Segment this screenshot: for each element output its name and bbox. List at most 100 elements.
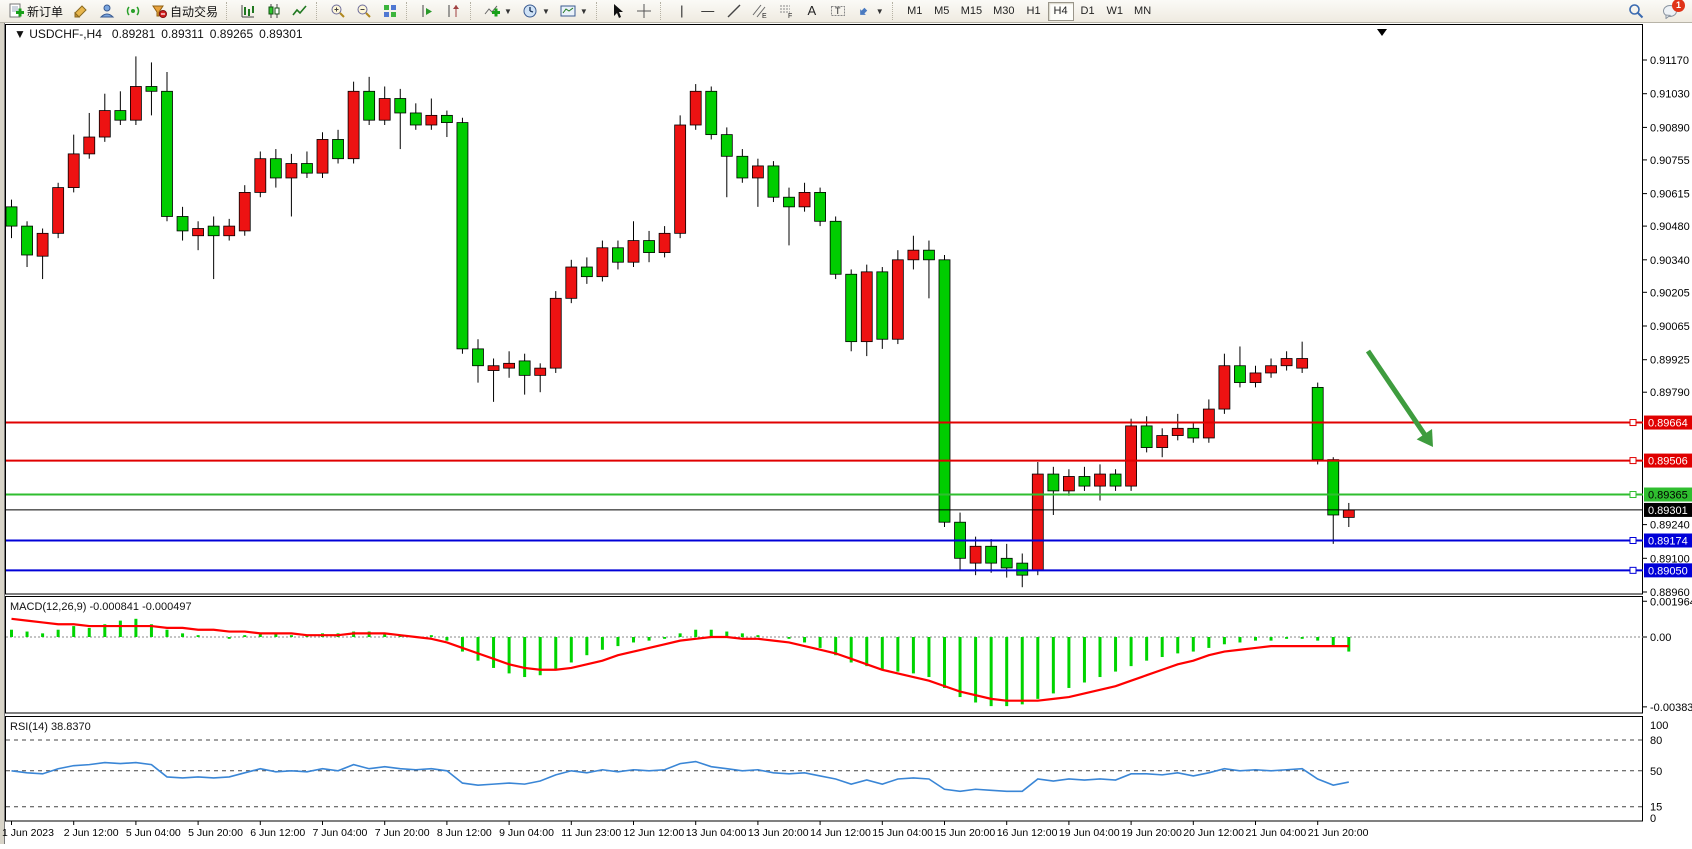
trend-arrow[interactable] (1365, 349, 1430, 440)
candlestick[interactable] (21, 225, 33, 256)
candlestick[interactable] (938, 259, 951, 523)
candlestick[interactable] (891, 259, 904, 340)
candlestick[interactable] (720, 134, 733, 157)
candlestick[interactable] (705, 90, 718, 136)
candlestick[interactable] (129, 86, 142, 121)
candlestick[interactable] (409, 112, 422, 126)
auto-trading-button[interactable]: 自动交易 (147, 0, 222, 22)
candlestick[interactable] (394, 98, 407, 114)
candlestick[interactable] (456, 122, 469, 350)
candlestick[interactable] (1000, 557, 1013, 569)
candlestick[interactable] (1047, 473, 1060, 492)
candlestick[interactable] (1140, 425, 1153, 448)
candlestick[interactable] (612, 247, 624, 263)
candlestick[interactable] (1063, 476, 1075, 492)
template-button[interactable]: ▼ (556, 0, 592, 22)
candlestick[interactable] (752, 165, 764, 179)
candlestick[interactable] (114, 110, 127, 121)
trend-arrow-head[interactable] (1416, 429, 1433, 447)
candlestick[interactable] (363, 90, 376, 121)
candlestick[interactable] (269, 158, 282, 179)
arrows-button[interactable]: ▼ (852, 0, 888, 22)
candlestick[interactable] (1094, 473, 1106, 487)
line-handle[interactable] (1629, 457, 1637, 465)
candlestick[interactable] (798, 192, 811, 208)
timeframe-M15[interactable]: M15 (956, 2, 987, 21)
candlestick[interactable] (176, 216, 189, 232)
candlestick[interactable] (1296, 358, 1309, 369)
candlestick[interactable] (67, 153, 80, 188)
candlestick[interactable] (923, 249, 935, 261)
candlestick[interactable] (1265, 365, 1277, 374)
candlestick[interactable] (596, 247, 609, 278)
candlestick[interactable] (860, 271, 873, 343)
new-order-button[interactable]: 新订单 (4, 0, 67, 22)
candlestick[interactable] (876, 271, 889, 340)
timeframe-M1[interactable]: M1 (902, 2, 928, 21)
line-chart-button[interactable] (288, 0, 312, 22)
candlestick[interactable] (689, 90, 702, 126)
candlestick[interactable] (332, 139, 344, 160)
candlestick[interactable] (301, 163, 313, 174)
timeframe-D1[interactable]: D1 (1075, 2, 1101, 21)
search-button[interactable] (1624, 0, 1648, 22)
candlestick[interactable] (378, 98, 391, 121)
candlestick[interactable] (1280, 358, 1293, 367)
candlestick[interactable] (658, 232, 671, 253)
channel-button[interactable]: E (748, 0, 772, 22)
candlestick[interactable] (580, 266, 593, 278)
candlestick[interactable] (503, 362, 516, 369)
candlestick[interactable] (1016, 562, 1029, 576)
candlestick[interactable] (829, 220, 842, 275)
timeframe-H4[interactable]: H4 (1047, 1, 1074, 21)
candlestick[interactable] (565, 266, 578, 299)
candlestick[interactable] (238, 192, 251, 232)
candlestick[interactable] (1156, 435, 1169, 448)
zoom-out-button[interactable] (352, 0, 376, 22)
add-indicator-button[interactable]: ▼ (480, 0, 516, 22)
text-label-button[interactable]: T (826, 0, 850, 22)
candlestick[interactable] (534, 367, 547, 376)
candlestick[interactable] (643, 240, 655, 253)
symbol-dropdown-icon[interactable]: ▼ (14, 27, 29, 41)
candlestick[interactable] (52, 187, 65, 234)
candlestick[interactable] (814, 192, 826, 222)
line-handle[interactable] (1629, 536, 1637, 544)
timeframe-H1[interactable]: H1 (1021, 2, 1047, 21)
candlestick[interactable] (1249, 372, 1262, 383)
candlestick[interactable] (845, 273, 858, 343)
candlestick[interactable] (223, 225, 236, 237)
candlestick[interactable] (1078, 476, 1091, 487)
candlestick[interactable] (316, 139, 329, 174)
candlestick-chart-button[interactable] (262, 0, 286, 22)
candlestick[interactable] (145, 86, 158, 92)
line-handle[interactable] (1629, 419, 1637, 427)
candlestick[interactable] (285, 163, 298, 179)
candlestick[interactable] (969, 545, 982, 564)
candlestick[interactable] (254, 158, 267, 193)
candlestick[interactable] (985, 545, 998, 564)
candlestick[interactable] (1109, 473, 1122, 487)
candlestick[interactable] (5, 206, 18, 227)
bar-chart-button[interactable] (236, 0, 260, 22)
candlestick[interactable] (487, 365, 500, 371)
candlestick[interactable] (347, 90, 360, 160)
cursor-button[interactable] (606, 0, 630, 22)
candlestick[interactable] (472, 348, 484, 367)
candlestick[interactable] (1234, 365, 1246, 383)
tile-windows-button[interactable] (378, 0, 402, 22)
candlestick[interactable] (674, 124, 687, 234)
timeframe-M30[interactable]: M30 (988, 2, 1019, 21)
candlestick[interactable] (1218, 365, 1231, 410)
candlestick[interactable] (1342, 509, 1355, 518)
line-handle[interactable] (1629, 491, 1637, 499)
chart-shift-button[interactable] (442, 0, 466, 22)
text-button[interactable]: A (800, 0, 824, 22)
candlestick[interactable] (98, 110, 111, 138)
candlestick[interactable] (1187, 427, 1200, 439)
account-button[interactable] (95, 0, 119, 22)
candlestick[interactable] (161, 90, 173, 217)
crosshair-button[interactable] (632, 0, 656, 22)
quick-trade-button[interactable] (69, 0, 93, 22)
candlestick[interactable] (440, 114, 453, 123)
